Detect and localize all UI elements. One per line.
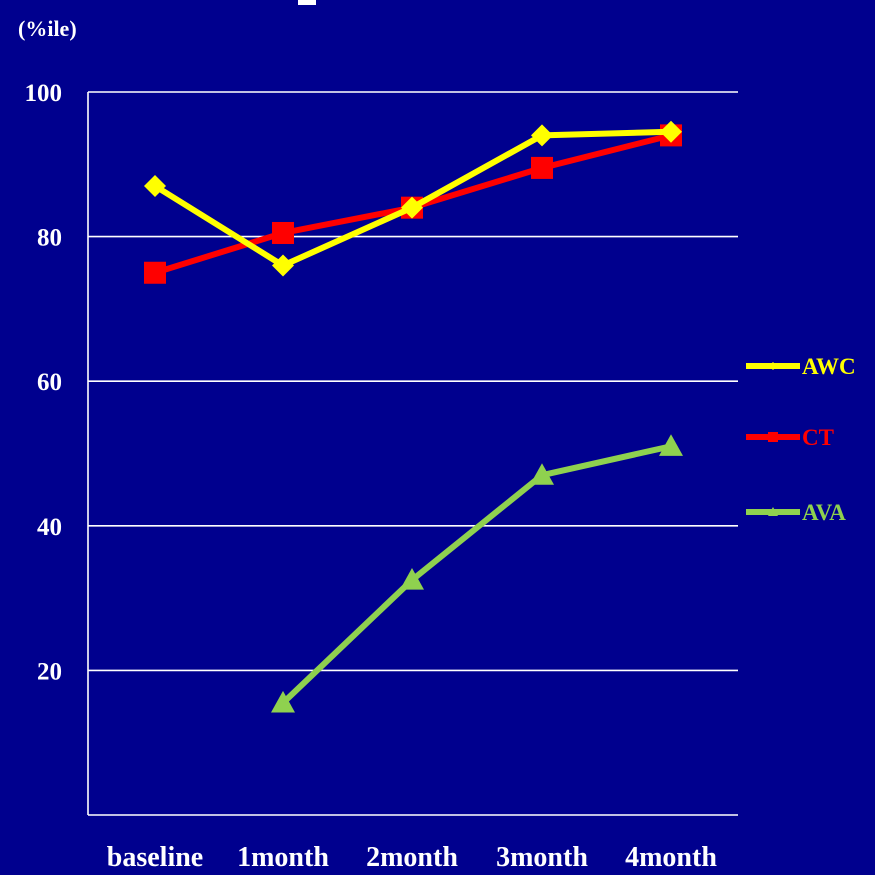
series-ava — [271, 434, 683, 713]
data-point-ava — [271, 690, 295, 713]
data-point-ct — [144, 261, 166, 284]
legend-swatch-marker — [768, 507, 778, 516]
x-tick-labels: baseline 1month 2month 3month 4month — [107, 842, 718, 873]
y-tick-label: 100 — [25, 80, 63, 107]
x-tick-label: 1month — [237, 842, 329, 873]
data-point-awc — [531, 124, 553, 147]
x-tick-label: baseline — [107, 842, 203, 873]
data-point-awc — [401, 196, 423, 219]
legend-label: CT — [802, 425, 834, 450]
x-tick-label: 2month — [366, 842, 458, 873]
legend: AWC CT AVA — [746, 354, 856, 525]
x-tick-label: 3month — [496, 842, 588, 873]
x-tick-label: 4month — [625, 842, 717, 873]
y-tick-labels: 20 40 60 80 100 — [25, 80, 63, 685]
legend-swatch-marker — [768, 432, 778, 442]
legend-item-ava: AVA — [746, 500, 846, 525]
data-point-awc — [272, 254, 294, 277]
data-point-ava — [659, 434, 683, 456]
legend-label: AWC — [802, 354, 856, 379]
legend-swatch-marker — [769, 362, 777, 370]
legend-label: AVA — [802, 500, 846, 525]
series-awc — [144, 120, 682, 277]
y-tick-label: 40 — [37, 514, 62, 541]
axes — [87, 92, 738, 816]
legend-item-awc: AWC — [746, 354, 856, 379]
series-lines — [144, 120, 683, 713]
y-tick-label: 80 — [37, 225, 62, 252]
data-point-ct — [272, 221, 294, 244]
data-point-ava — [400, 568, 424, 590]
data-point-awc — [144, 174, 166, 197]
gridlines — [88, 91, 738, 672]
series-line-ava — [280, 443, 672, 706]
data-point-ava — [530, 463, 554, 485]
y-tick-label: 60 — [37, 369, 62, 396]
legend-item-ct: CT — [746, 425, 834, 450]
data-point-ct — [531, 156, 553, 179]
data-point-awc — [660, 120, 682, 143]
cropped-title-fragment — [298, 0, 316, 5]
y-tick-label: 20 — [37, 658, 62, 685]
y-axis-unit-label: (%ile) — [18, 16, 77, 41]
